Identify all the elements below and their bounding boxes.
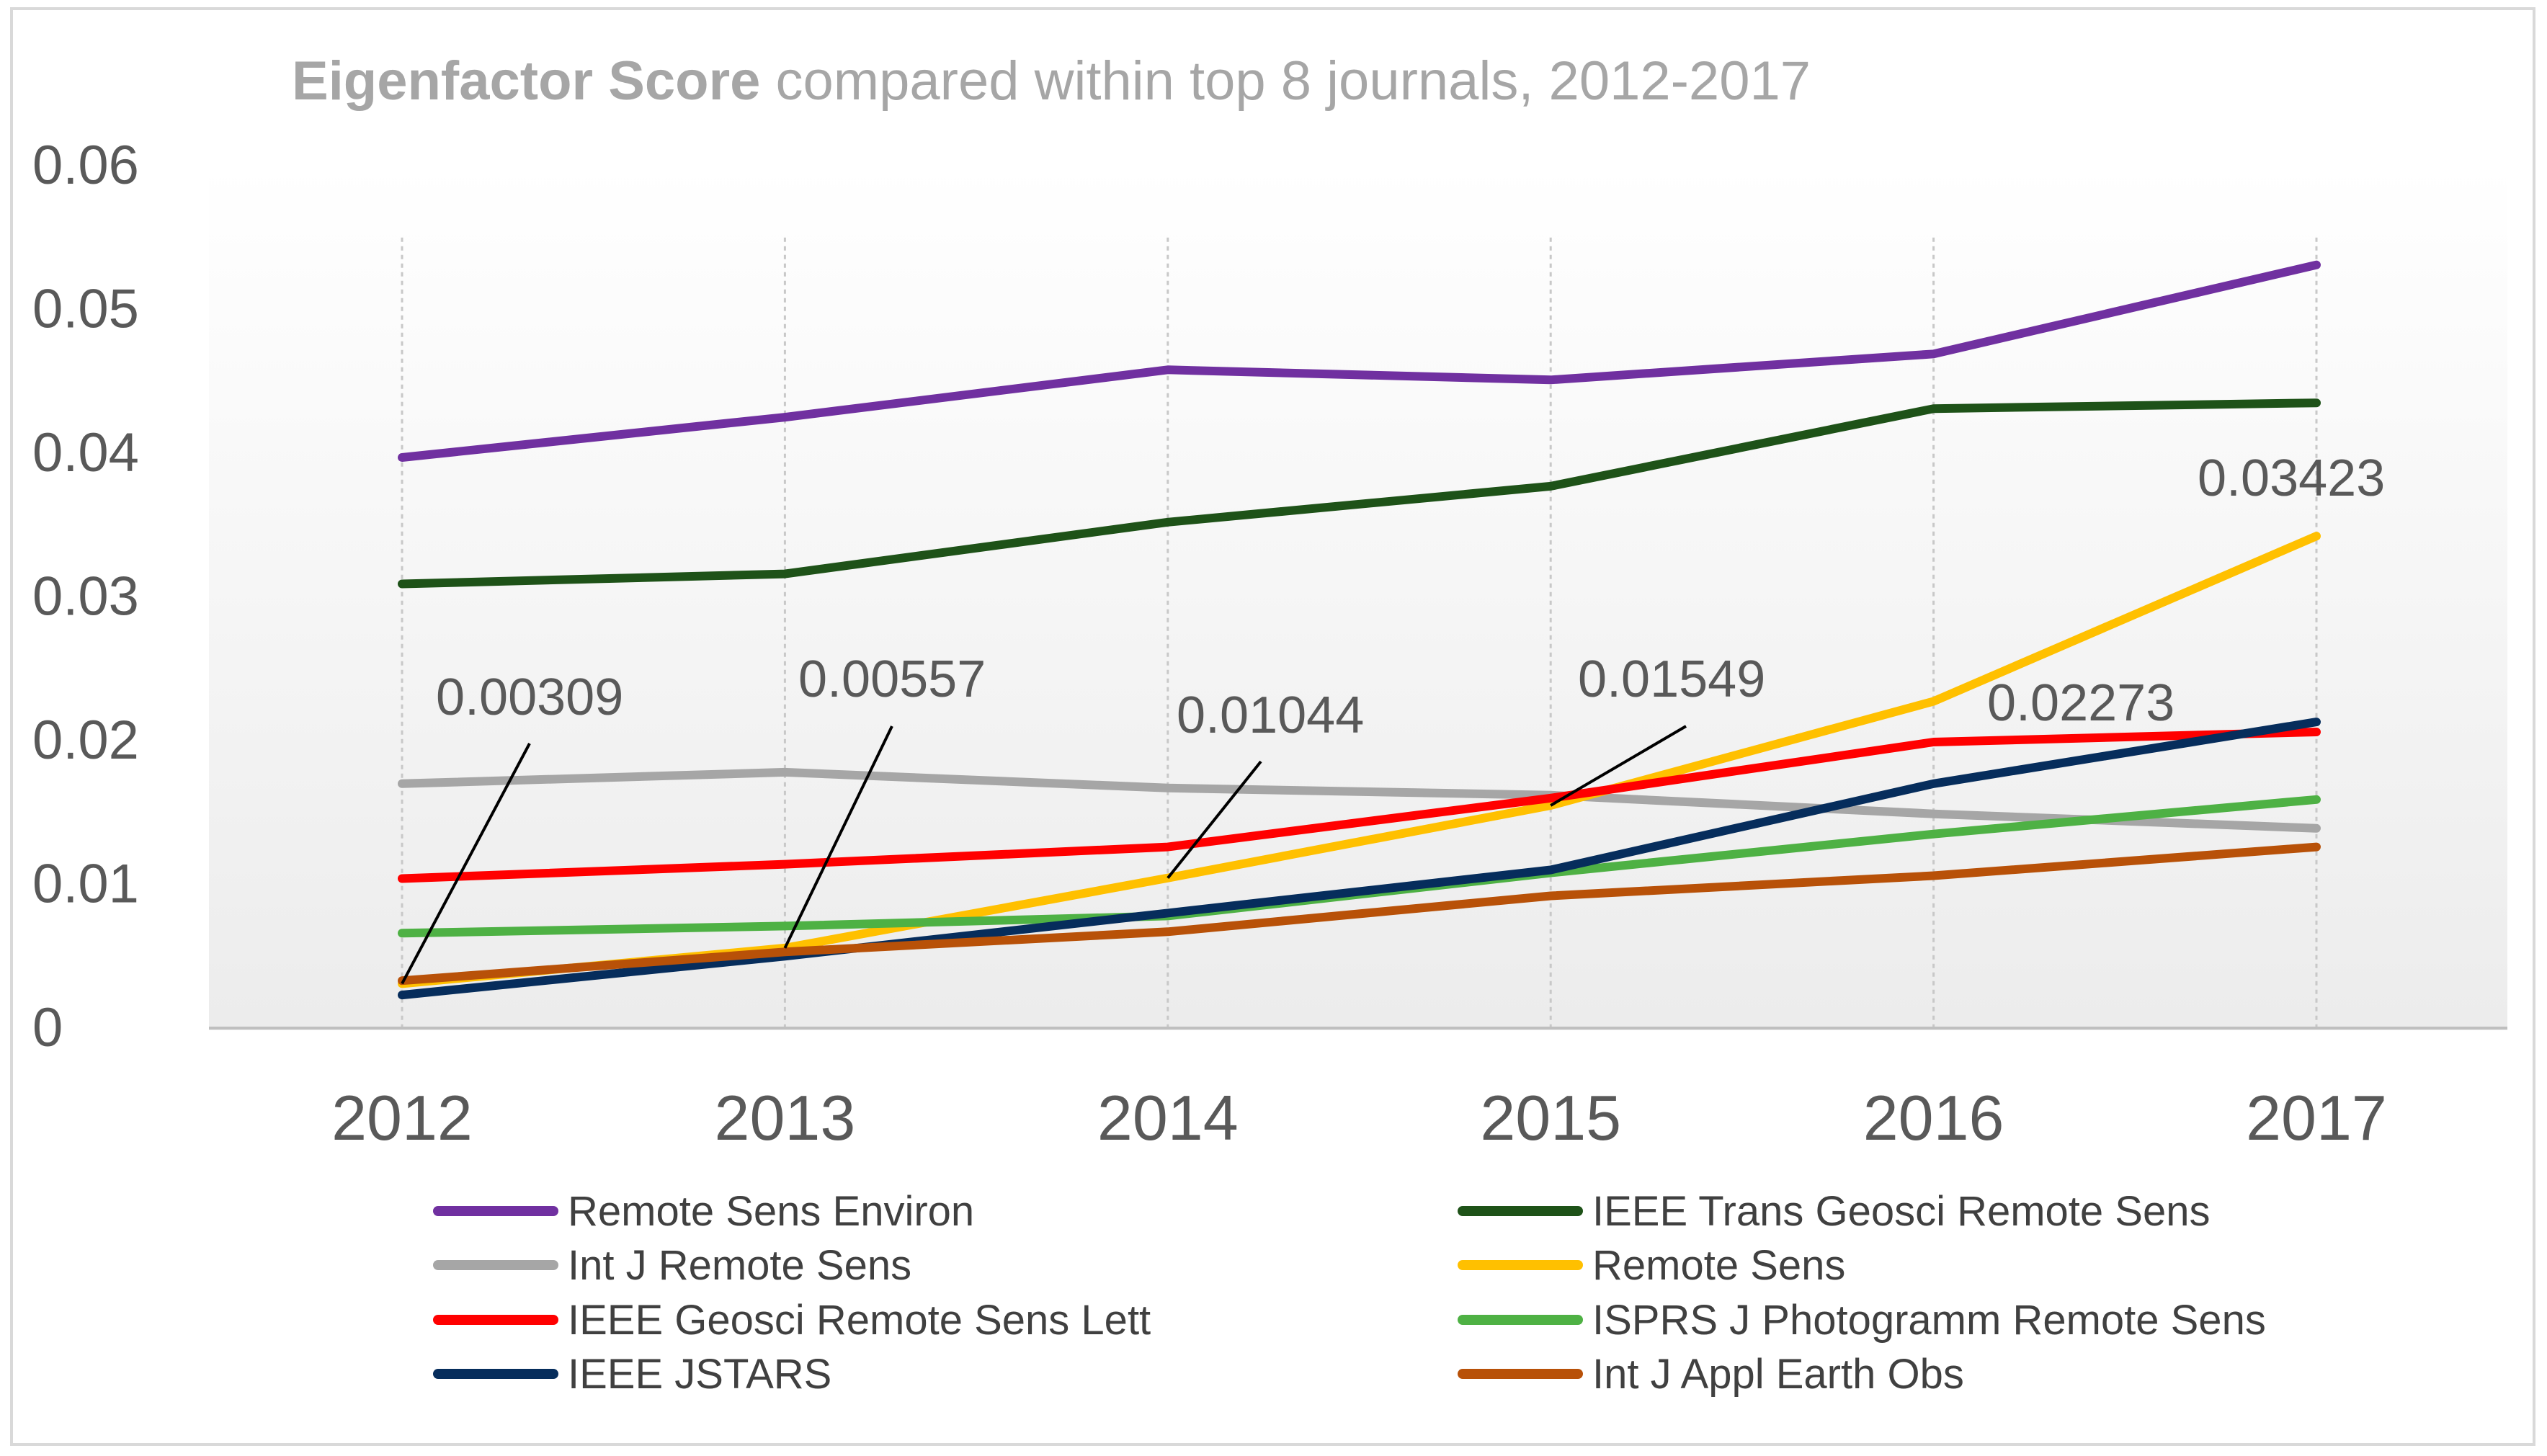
x-tick-label: 2015 (1480, 1082, 1621, 1153)
y-tick-label: 0.02 (32, 710, 139, 771)
legend-label: Remote Sens Environ (568, 1188, 974, 1235)
y-tick-label: 0.03 (32, 566, 139, 627)
series-line-remote-sens-environ (398, 260, 2321, 462)
series-line-ieee-geosci-remote-sens-lett (398, 728, 2321, 883)
data-label-leader-line (401, 743, 531, 985)
x-tick-label: 2012 (331, 1082, 473, 1153)
legend-label: Int J Remote Sens (568, 1242, 911, 1289)
legend-label: ISPRS J Photogramm Remote Sens (1592, 1297, 2266, 1344)
data-label: 0.00557 (798, 651, 986, 708)
legend-label: Remote Sens (1592, 1242, 1845, 1289)
series-line-ieee-trans-geosci-remote-sens (398, 398, 2321, 589)
series-line-ieee-jstars (398, 718, 2321, 1000)
series-line-int-j-remote-sens (398, 767, 2321, 833)
data-label: 0.01044 (1177, 687, 1364, 744)
x-tick-label: 2014 (1097, 1082, 1239, 1153)
legend-label: IEEE Trans Geosci Remote Sens (1592, 1188, 2210, 1235)
data-label-leader-line (1550, 725, 1687, 807)
data-label-leader-line (783, 725, 893, 949)
data-label: 0.03423 (2198, 450, 2385, 507)
y-tick-label: 0 (32, 997, 63, 1058)
legend-label: Int J Appl Earth Obs (1592, 1351, 1964, 1398)
legend-label: IEEE Geosci Remote Sens Lett (568, 1297, 1151, 1344)
chart-title: Eigenfactor Score compared within top 8 … (292, 50, 1811, 112)
x-tick-label: 2013 (715, 1082, 856, 1153)
data-label: 0.02273 (1987, 674, 2174, 732)
data-label: 0.01549 (1578, 651, 1765, 708)
data-label-leader-line (1167, 760, 1262, 879)
legend-label: IEEE JSTARS (568, 1351, 831, 1398)
x-tick-label: 2017 (2246, 1082, 2387, 1153)
y-tick-label: 0.04 (32, 422, 139, 483)
data-label: 0.00309 (436, 669, 623, 726)
y-tick-label: 0.01 (32, 854, 139, 915)
chart-title-bold: Eigenfactor Score (292, 50, 760, 112)
chart-title-rest: compared within top 8 journals, 2012-201… (760, 50, 1811, 112)
x-tick-label: 2016 (1863, 1082, 2004, 1153)
y-tick-label: 0.06 (32, 135, 139, 196)
series-line-int-j-appl-earth-obs (398, 842, 2321, 986)
y-tick-label: 0.05 (32, 279, 139, 340)
